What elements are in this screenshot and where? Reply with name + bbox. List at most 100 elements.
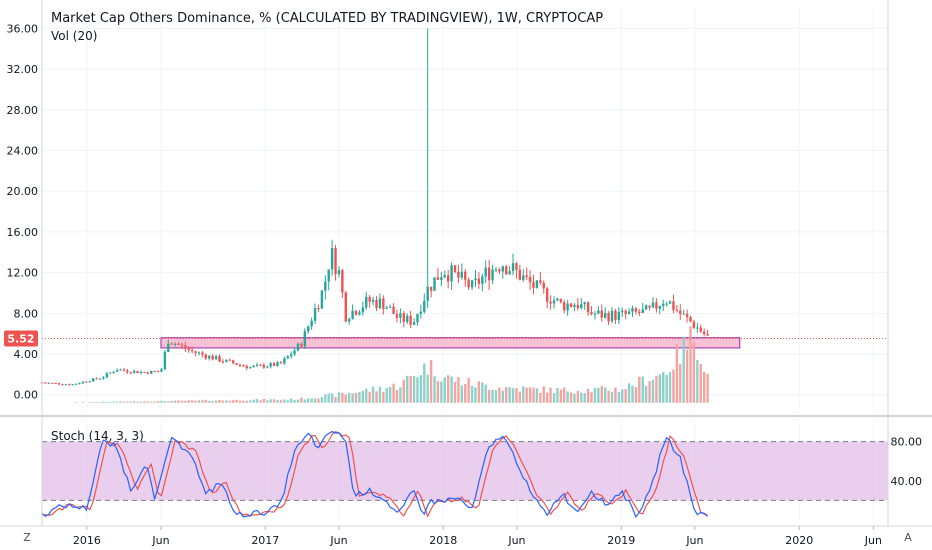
candle-body	[266, 366, 269, 368]
volume-bar	[303, 399, 307, 403]
stoch-axis[interactable]: 40.00 80.00	[891, 436, 923, 488]
price-pane[interactable]	[40, 28, 888, 403]
volume-bar	[706, 373, 709, 403]
volume-bar	[563, 387, 566, 403]
volume-bar	[105, 401, 109, 403]
candle-body	[559, 298, 563, 303]
support-zone-layer	[160, 337, 741, 349]
volume-bar	[433, 376, 436, 403]
support-zone-rectangle[interactable]	[160, 337, 741, 349]
candle-body	[85, 381, 88, 383]
candle-body	[470, 280, 474, 288]
volume-layer	[74, 326, 709, 403]
volume-bar	[190, 400, 194, 403]
candle-body	[119, 369, 122, 371]
zoom-button[interactable]: Z	[23, 531, 31, 544]
candle-body	[621, 310, 624, 312]
stoch-k-line	[41, 430, 709, 519]
candle-body	[638, 311, 641, 313]
volume-bar	[474, 387, 477, 403]
candle-body	[545, 288, 549, 302]
volume-bar	[467, 377, 470, 403]
candle-body	[412, 322, 416, 325]
candle-body	[187, 348, 190, 351]
candle-body	[262, 364, 266, 368]
volume-bar	[382, 391, 385, 403]
volume-bar	[115, 401, 119, 403]
volume-bar	[631, 385, 634, 403]
candle-body	[283, 358, 286, 364]
time-tick-label: Jun	[151, 534, 169, 547]
candle-body	[44, 382, 47, 384]
candle-body	[457, 271, 460, 278]
volume-bar	[556, 387, 559, 403]
candle-body	[631, 308, 634, 312]
volume-bar	[597, 387, 600, 403]
price-axis[interactable]: 0.00 4.00 8.00 12.00 16.00 20.00 24.00 28.00 32.…	[7, 22, 39, 401]
time-tick-label: 2018	[429, 534, 457, 547]
volume-bar	[549, 387, 552, 403]
volume-bar	[129, 401, 132, 403]
candle-body	[706, 334, 709, 336]
candle-body	[208, 355, 211, 359]
candle-body	[702, 331, 706, 335]
volume-bar	[685, 349, 689, 403]
candle-body	[81, 381, 85, 384]
volume-bar	[95, 402, 98, 403]
volume-bar	[699, 363, 702, 403]
volume-bar	[310, 398, 313, 403]
volume-bar	[392, 383, 395, 403]
stoch-line-layer	[41, 430, 709, 519]
candle-body	[491, 269, 494, 281]
candle-body	[658, 305, 661, 309]
volume-bar	[679, 364, 682, 403]
volume-bar	[453, 382, 457, 403]
candle-body	[600, 310, 603, 318]
candle-body	[406, 315, 409, 322]
candle-body	[481, 276, 484, 284]
volume-bar	[347, 392, 351, 403]
candle-body	[51, 382, 54, 384]
volume-bar	[272, 399, 276, 403]
volume-bar	[702, 371, 706, 403]
volume-bar	[231, 400, 235, 403]
volume-bar	[313, 398, 317, 403]
candle-body	[603, 312, 607, 318]
volume-bar	[286, 400, 289, 403]
candle-body	[115, 370, 119, 372]
auto-scale-button[interactable]: A	[904, 531, 912, 544]
candle-body	[460, 271, 464, 278]
candle-body	[385, 307, 388, 309]
candle-body	[105, 373, 109, 378]
candle-body	[395, 314, 399, 318]
volume-bar	[470, 385, 474, 403]
candle-body	[651, 302, 655, 308]
candle-body	[361, 307, 365, 313]
candle-body	[320, 290, 324, 309]
volume-bar	[651, 379, 655, 403]
volume-bar	[126, 401, 129, 403]
candle-body	[542, 282, 545, 289]
time-tick-label: Jun	[507, 534, 525, 547]
volume-bar	[696, 360, 699, 403]
candle-body	[552, 300, 556, 304]
candle-body	[204, 354, 208, 359]
stoch-pane[interactable]	[41, 430, 888, 519]
candle-body	[354, 310, 358, 315]
candle-body	[358, 312, 361, 315]
candle-body	[429, 286, 433, 291]
price-tick-label: 24.00	[7, 144, 39, 157]
candle-body	[296, 343, 300, 351]
volume-bar	[307, 398, 310, 403]
candle-body	[518, 269, 522, 280]
time-tick-label: 2020	[785, 534, 813, 547]
candle-body	[259, 364, 262, 366]
volume-bar	[464, 384, 467, 403]
volume-bar	[245, 400, 248, 403]
volume-bar	[235, 399, 238, 403]
volume-bar	[672, 369, 675, 403]
candle-body	[399, 313, 402, 318]
candle-body	[549, 301, 552, 304]
time-axis[interactable]: 2016 Jun 2017 Jun 2018 Jun 2019 Jun 2020 Jun	[73, 526, 882, 547]
